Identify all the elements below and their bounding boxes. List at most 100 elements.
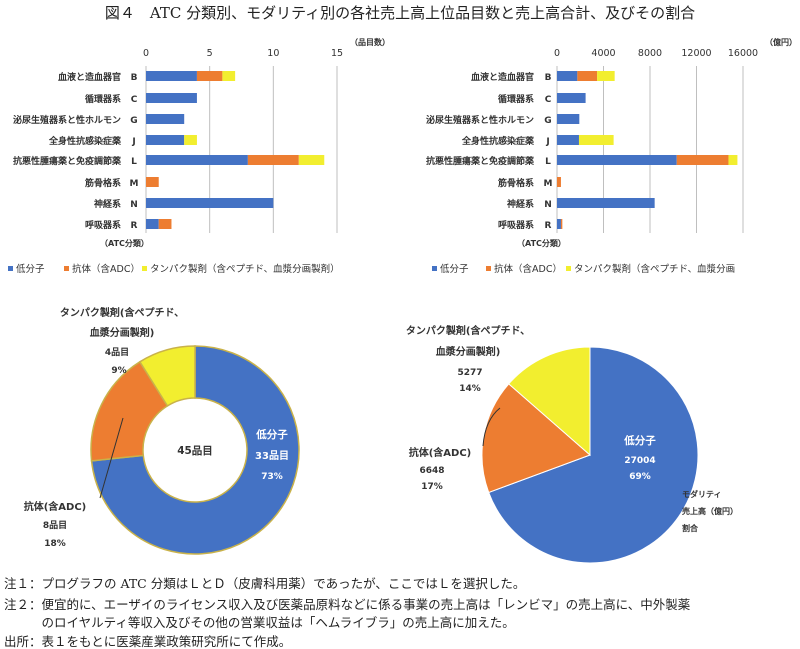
leader-line [482,407,501,447]
legend-label: 低分子 [16,263,45,275]
bar-segment [146,135,185,145]
category-code: R [545,221,552,231]
bar-segment [298,155,325,165]
slice-value: 4品目 [105,347,129,358]
bar-segment [158,219,172,229]
bar-segment [196,71,223,81]
note-1: 注１：プログラフの ATC 分類はＬとＤ（皮膚科用薬）であったが、ここではＬを選… [4,576,526,591]
category-axis-label: （ATC分類） [100,238,149,248]
category-label: 全身性抗感染症薬 [48,135,122,147]
donut-center-label: 45品目 [177,445,213,457]
category-label: 血液と造血器官 [471,71,534,83]
category-label: 抗悪性腫瘍薬と免疫調節薬 [13,155,122,167]
bar-segment [557,114,580,124]
legend-label: 低分子 [440,263,469,275]
slice-name: 血漿分画製剤) [90,326,155,339]
category-label: 呼吸器系 [498,219,534,231]
slice-percent: 69% [629,472,651,482]
category-label: 筋骨格系 [84,177,121,189]
pie-caption: モダリティ [682,489,722,499]
x-tick-label: 4000 [591,48,615,59]
bar-segment [557,135,579,145]
pie-slice [138,345,196,407]
bar-segment [146,198,274,208]
category-code: L [545,157,551,167]
figure-title: 図４ ATC 分類別、モダリティ別の各社売上高上位品目数と売上高合計、及びその割… [104,4,696,22]
category-code: M [544,179,553,189]
slice-name: 抗体(含ADC) [409,446,472,459]
category-code: J [545,137,549,147]
x-tick-label: 10 [267,48,279,59]
pie-caption: 割合 [682,523,699,533]
category-label: 呼吸器系 [85,219,121,231]
bar-segment [184,135,197,145]
legend-swatch [64,266,69,271]
category-code: G [130,116,137,126]
category-label: 泌尿生殖器系と性ホルモン [426,114,534,126]
slice-percent: 18% [44,539,66,549]
legend-label: 抗体（含ADC） [494,263,562,275]
pie-slice [508,346,591,457]
slice-name: 低分子 [623,434,656,447]
legend-swatch [8,266,13,271]
legend-label: 抗体（含ADC） [72,263,140,275]
bar-segment [146,114,185,124]
legend-label: タンパク製剤（含ペプチド、血漿分画製剤） [150,263,340,275]
category-code: J [131,137,135,147]
category-code: G [544,116,551,126]
category-label: 筋骨格系 [497,177,534,189]
bar-segment [557,198,655,208]
bar-segment [597,71,615,81]
bar-segment [146,93,197,103]
note-2-cont: のロイヤルティ等収入及びその他の営業収益は「ヘムライブラ」の売上高に加えた。 [4,615,515,630]
bar-segment [728,155,738,165]
leader-line [99,417,124,499]
x-tick-label: 15 [331,48,343,59]
bar-segment [577,71,598,81]
bar-segment [557,93,586,103]
bar-segment [557,219,561,229]
slice-percent: 9% [111,366,126,376]
pie-slice [481,383,591,494]
category-label: 循環器系 [498,93,534,105]
x-tick-label: 0 [143,48,149,59]
category-label: 循環器系 [85,93,121,105]
category-label: 神経系 [507,198,534,210]
unit-label: （億円） [765,37,797,47]
slice-name: 血漿分画製剤) [436,345,501,358]
bar-segment [247,155,299,165]
pie-caption: 売上高（億円） [682,506,738,516]
slice-value: 5277 [457,368,482,378]
bar-segment [676,155,729,165]
category-code: M [130,179,139,189]
bar-segment [222,71,236,81]
category-axis-label: （ATC分類） [517,238,566,248]
unit-label: （品目数） [350,37,390,47]
slice-value: 27004 [624,456,655,466]
legend-swatch [486,266,491,271]
legend-swatch [566,266,571,271]
x-tick-label: 0 [554,48,560,59]
pie-slice [488,346,699,564]
slice-percent: 14% [459,384,481,394]
slice-name: タンパク製剤(含ペプチド、 [406,324,530,337]
bar-segment [557,71,578,81]
slice-percent: 17% [421,482,443,492]
x-tick-label: 8000 [638,48,662,59]
category-label: 神経系 [94,198,121,210]
category-code: C [131,95,138,105]
pie-slice [90,345,300,555]
category-code: N [130,200,138,210]
source-note: 出所：表１をもとに医薬産業政策研究所にて作成。 [4,634,292,649]
slice-name: タンパク製剤(含ペプチド、 [60,306,184,319]
bar-segment [578,135,614,145]
legend-label: タンパク製剤（含ペプチド、血漿分画 [574,263,735,275]
category-label: 血液と造血器官 [58,71,121,83]
category-code: L [131,157,137,167]
slice-percent: 73% [261,472,283,482]
category-code: C [545,95,552,105]
category-code: B [545,73,552,83]
x-tick-label: 16000 [728,48,758,59]
